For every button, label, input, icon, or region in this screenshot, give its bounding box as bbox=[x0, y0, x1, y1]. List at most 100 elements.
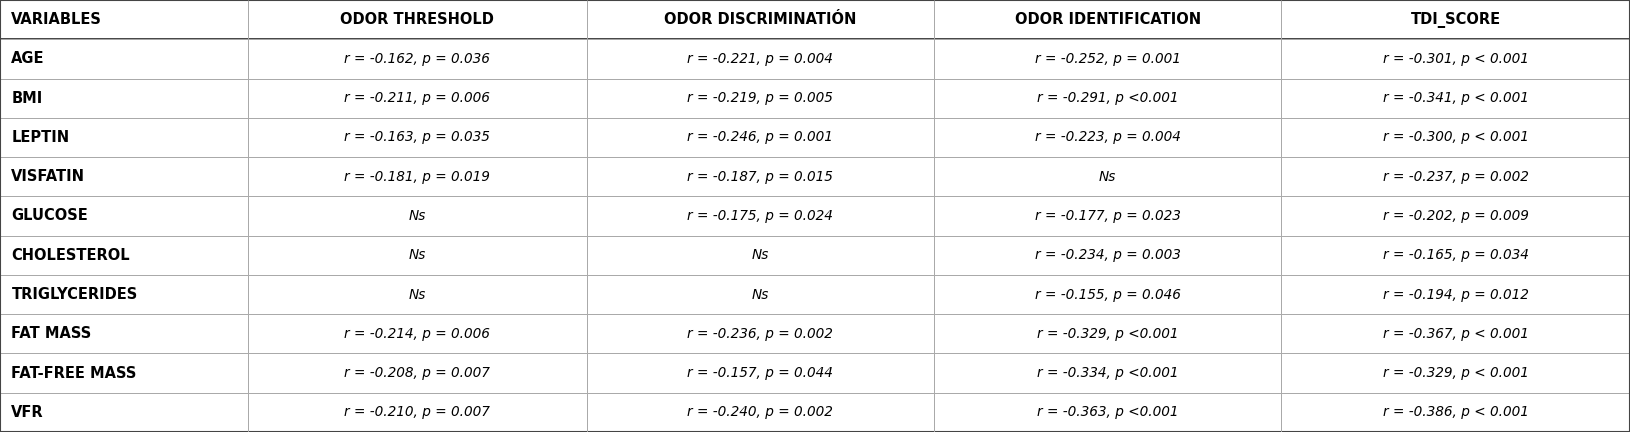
Bar bbox=[248, 314, 587, 353]
Text: r = -0.157, p = 0.044: r = -0.157, p = 0.044 bbox=[688, 366, 833, 380]
Bar bbox=[248, 235, 587, 275]
Text: r = -0.214, p = 0.006: r = -0.214, p = 0.006 bbox=[344, 327, 491, 341]
Bar bbox=[248, 353, 587, 393]
Bar bbox=[934, 197, 1281, 235]
Text: r = -0.162, p = 0.036: r = -0.162, p = 0.036 bbox=[344, 52, 491, 66]
Text: r = -0.363, p <0.001: r = -0.363, p <0.001 bbox=[1037, 405, 1178, 419]
Bar bbox=[587, 314, 934, 353]
Text: r = -0.155, p = 0.046: r = -0.155, p = 0.046 bbox=[1035, 288, 1180, 302]
Text: AGE: AGE bbox=[11, 51, 46, 67]
Bar bbox=[1281, 235, 1630, 275]
Bar bbox=[934, 353, 1281, 393]
Bar bbox=[1281, 393, 1630, 432]
Text: r = -0.165, p = 0.034: r = -0.165, p = 0.034 bbox=[1382, 248, 1529, 262]
Bar bbox=[1281, 275, 1630, 314]
Text: r = -0.163, p = 0.035: r = -0.163, p = 0.035 bbox=[344, 130, 491, 144]
Bar bbox=[587, 39, 934, 79]
Text: Ns: Ns bbox=[751, 288, 769, 302]
Text: r = -0.210, p = 0.007: r = -0.210, p = 0.007 bbox=[344, 405, 491, 419]
Bar bbox=[1281, 353, 1630, 393]
Bar bbox=[0, 393, 248, 432]
Bar bbox=[1281, 314, 1630, 353]
Text: ODOR IDENTIFICATION: ODOR IDENTIFICATION bbox=[1014, 12, 1201, 27]
Bar bbox=[587, 0, 934, 39]
Text: r = -0.386, p < 0.001: r = -0.386, p < 0.001 bbox=[1382, 405, 1529, 419]
Bar bbox=[0, 197, 248, 235]
Text: r = -0.341, p < 0.001: r = -0.341, p < 0.001 bbox=[1382, 91, 1529, 105]
Bar bbox=[934, 314, 1281, 353]
Text: r = -0.301, p < 0.001: r = -0.301, p < 0.001 bbox=[1382, 52, 1529, 66]
Bar bbox=[1281, 79, 1630, 118]
Text: Ns: Ns bbox=[409, 209, 425, 223]
Text: r = -0.202, p = 0.009: r = -0.202, p = 0.009 bbox=[1382, 209, 1529, 223]
Bar bbox=[934, 0, 1281, 39]
Text: r = -0.329, p < 0.001: r = -0.329, p < 0.001 bbox=[1382, 366, 1529, 380]
Text: r = -0.223, p = 0.004: r = -0.223, p = 0.004 bbox=[1035, 130, 1180, 144]
Text: r = -0.177, p = 0.023: r = -0.177, p = 0.023 bbox=[1035, 209, 1180, 223]
Bar bbox=[248, 157, 587, 197]
Bar bbox=[1281, 157, 1630, 197]
Text: r = -0.194, p = 0.012: r = -0.194, p = 0.012 bbox=[1382, 288, 1529, 302]
Bar bbox=[934, 235, 1281, 275]
Text: CHOLESTEROL: CHOLESTEROL bbox=[11, 248, 130, 263]
Bar bbox=[0, 314, 248, 353]
Bar bbox=[587, 275, 934, 314]
Text: Ns: Ns bbox=[1099, 170, 1117, 184]
Bar bbox=[934, 157, 1281, 197]
Text: r = -0.334, p <0.001: r = -0.334, p <0.001 bbox=[1037, 366, 1178, 380]
Bar bbox=[587, 353, 934, 393]
Text: r = -0.252, p = 0.001: r = -0.252, p = 0.001 bbox=[1035, 52, 1180, 66]
Text: TDI_SCORE: TDI_SCORE bbox=[1410, 12, 1501, 28]
Bar bbox=[934, 39, 1281, 79]
Bar bbox=[0, 79, 248, 118]
Bar bbox=[0, 118, 248, 157]
Bar bbox=[0, 353, 248, 393]
Text: r = -0.181, p = 0.019: r = -0.181, p = 0.019 bbox=[344, 170, 491, 184]
Bar bbox=[0, 275, 248, 314]
Bar bbox=[934, 79, 1281, 118]
Bar bbox=[248, 39, 587, 79]
Bar bbox=[587, 79, 934, 118]
Bar bbox=[587, 157, 934, 197]
Text: TRIGLYCERIDES: TRIGLYCERIDES bbox=[11, 287, 137, 302]
Text: ODOR DISCRIMINATIÓN: ODOR DISCRIMINATIÓN bbox=[663, 12, 857, 27]
Text: r = -0.187, p = 0.015: r = -0.187, p = 0.015 bbox=[688, 170, 833, 184]
Bar bbox=[248, 0, 587, 39]
Text: GLUCOSE: GLUCOSE bbox=[11, 209, 88, 223]
Bar bbox=[587, 393, 934, 432]
Text: r = -0.208, p = 0.007: r = -0.208, p = 0.007 bbox=[344, 366, 491, 380]
Bar bbox=[934, 118, 1281, 157]
Text: r = -0.367, p < 0.001: r = -0.367, p < 0.001 bbox=[1382, 327, 1529, 341]
Bar bbox=[0, 235, 248, 275]
Bar bbox=[587, 197, 934, 235]
Text: FAT MASS: FAT MASS bbox=[11, 326, 91, 341]
Bar bbox=[0, 0, 248, 39]
Bar bbox=[587, 118, 934, 157]
Bar bbox=[248, 79, 587, 118]
Bar bbox=[248, 118, 587, 157]
Text: LEPTIN: LEPTIN bbox=[11, 130, 70, 145]
Text: FAT-FREE MASS: FAT-FREE MASS bbox=[11, 365, 137, 381]
Bar bbox=[248, 275, 587, 314]
Text: ODOR THRESHOLD: ODOR THRESHOLD bbox=[341, 12, 494, 27]
Text: Ns: Ns bbox=[409, 248, 425, 262]
Text: Ns: Ns bbox=[409, 288, 425, 302]
Text: r = -0.246, p = 0.001: r = -0.246, p = 0.001 bbox=[688, 130, 833, 144]
Text: VARIABLES: VARIABLES bbox=[11, 12, 103, 27]
Bar bbox=[0, 39, 248, 79]
Bar bbox=[0, 157, 248, 197]
Text: r = -0.211, p = 0.006: r = -0.211, p = 0.006 bbox=[344, 91, 491, 105]
Text: VISFATIN: VISFATIN bbox=[11, 169, 85, 184]
Bar bbox=[1281, 0, 1630, 39]
Text: VFR: VFR bbox=[11, 405, 44, 420]
Bar bbox=[248, 393, 587, 432]
Text: r = -0.219, p = 0.005: r = -0.219, p = 0.005 bbox=[688, 91, 833, 105]
Text: Ns: Ns bbox=[751, 248, 769, 262]
Text: r = -0.240, p = 0.002: r = -0.240, p = 0.002 bbox=[688, 405, 833, 419]
Text: r = -0.237, p = 0.002: r = -0.237, p = 0.002 bbox=[1382, 170, 1529, 184]
Bar bbox=[1281, 118, 1630, 157]
Text: r = -0.221, p = 0.004: r = -0.221, p = 0.004 bbox=[688, 52, 833, 66]
Text: BMI: BMI bbox=[11, 91, 42, 106]
Text: r = -0.300, p < 0.001: r = -0.300, p < 0.001 bbox=[1382, 130, 1529, 144]
Bar bbox=[587, 235, 934, 275]
